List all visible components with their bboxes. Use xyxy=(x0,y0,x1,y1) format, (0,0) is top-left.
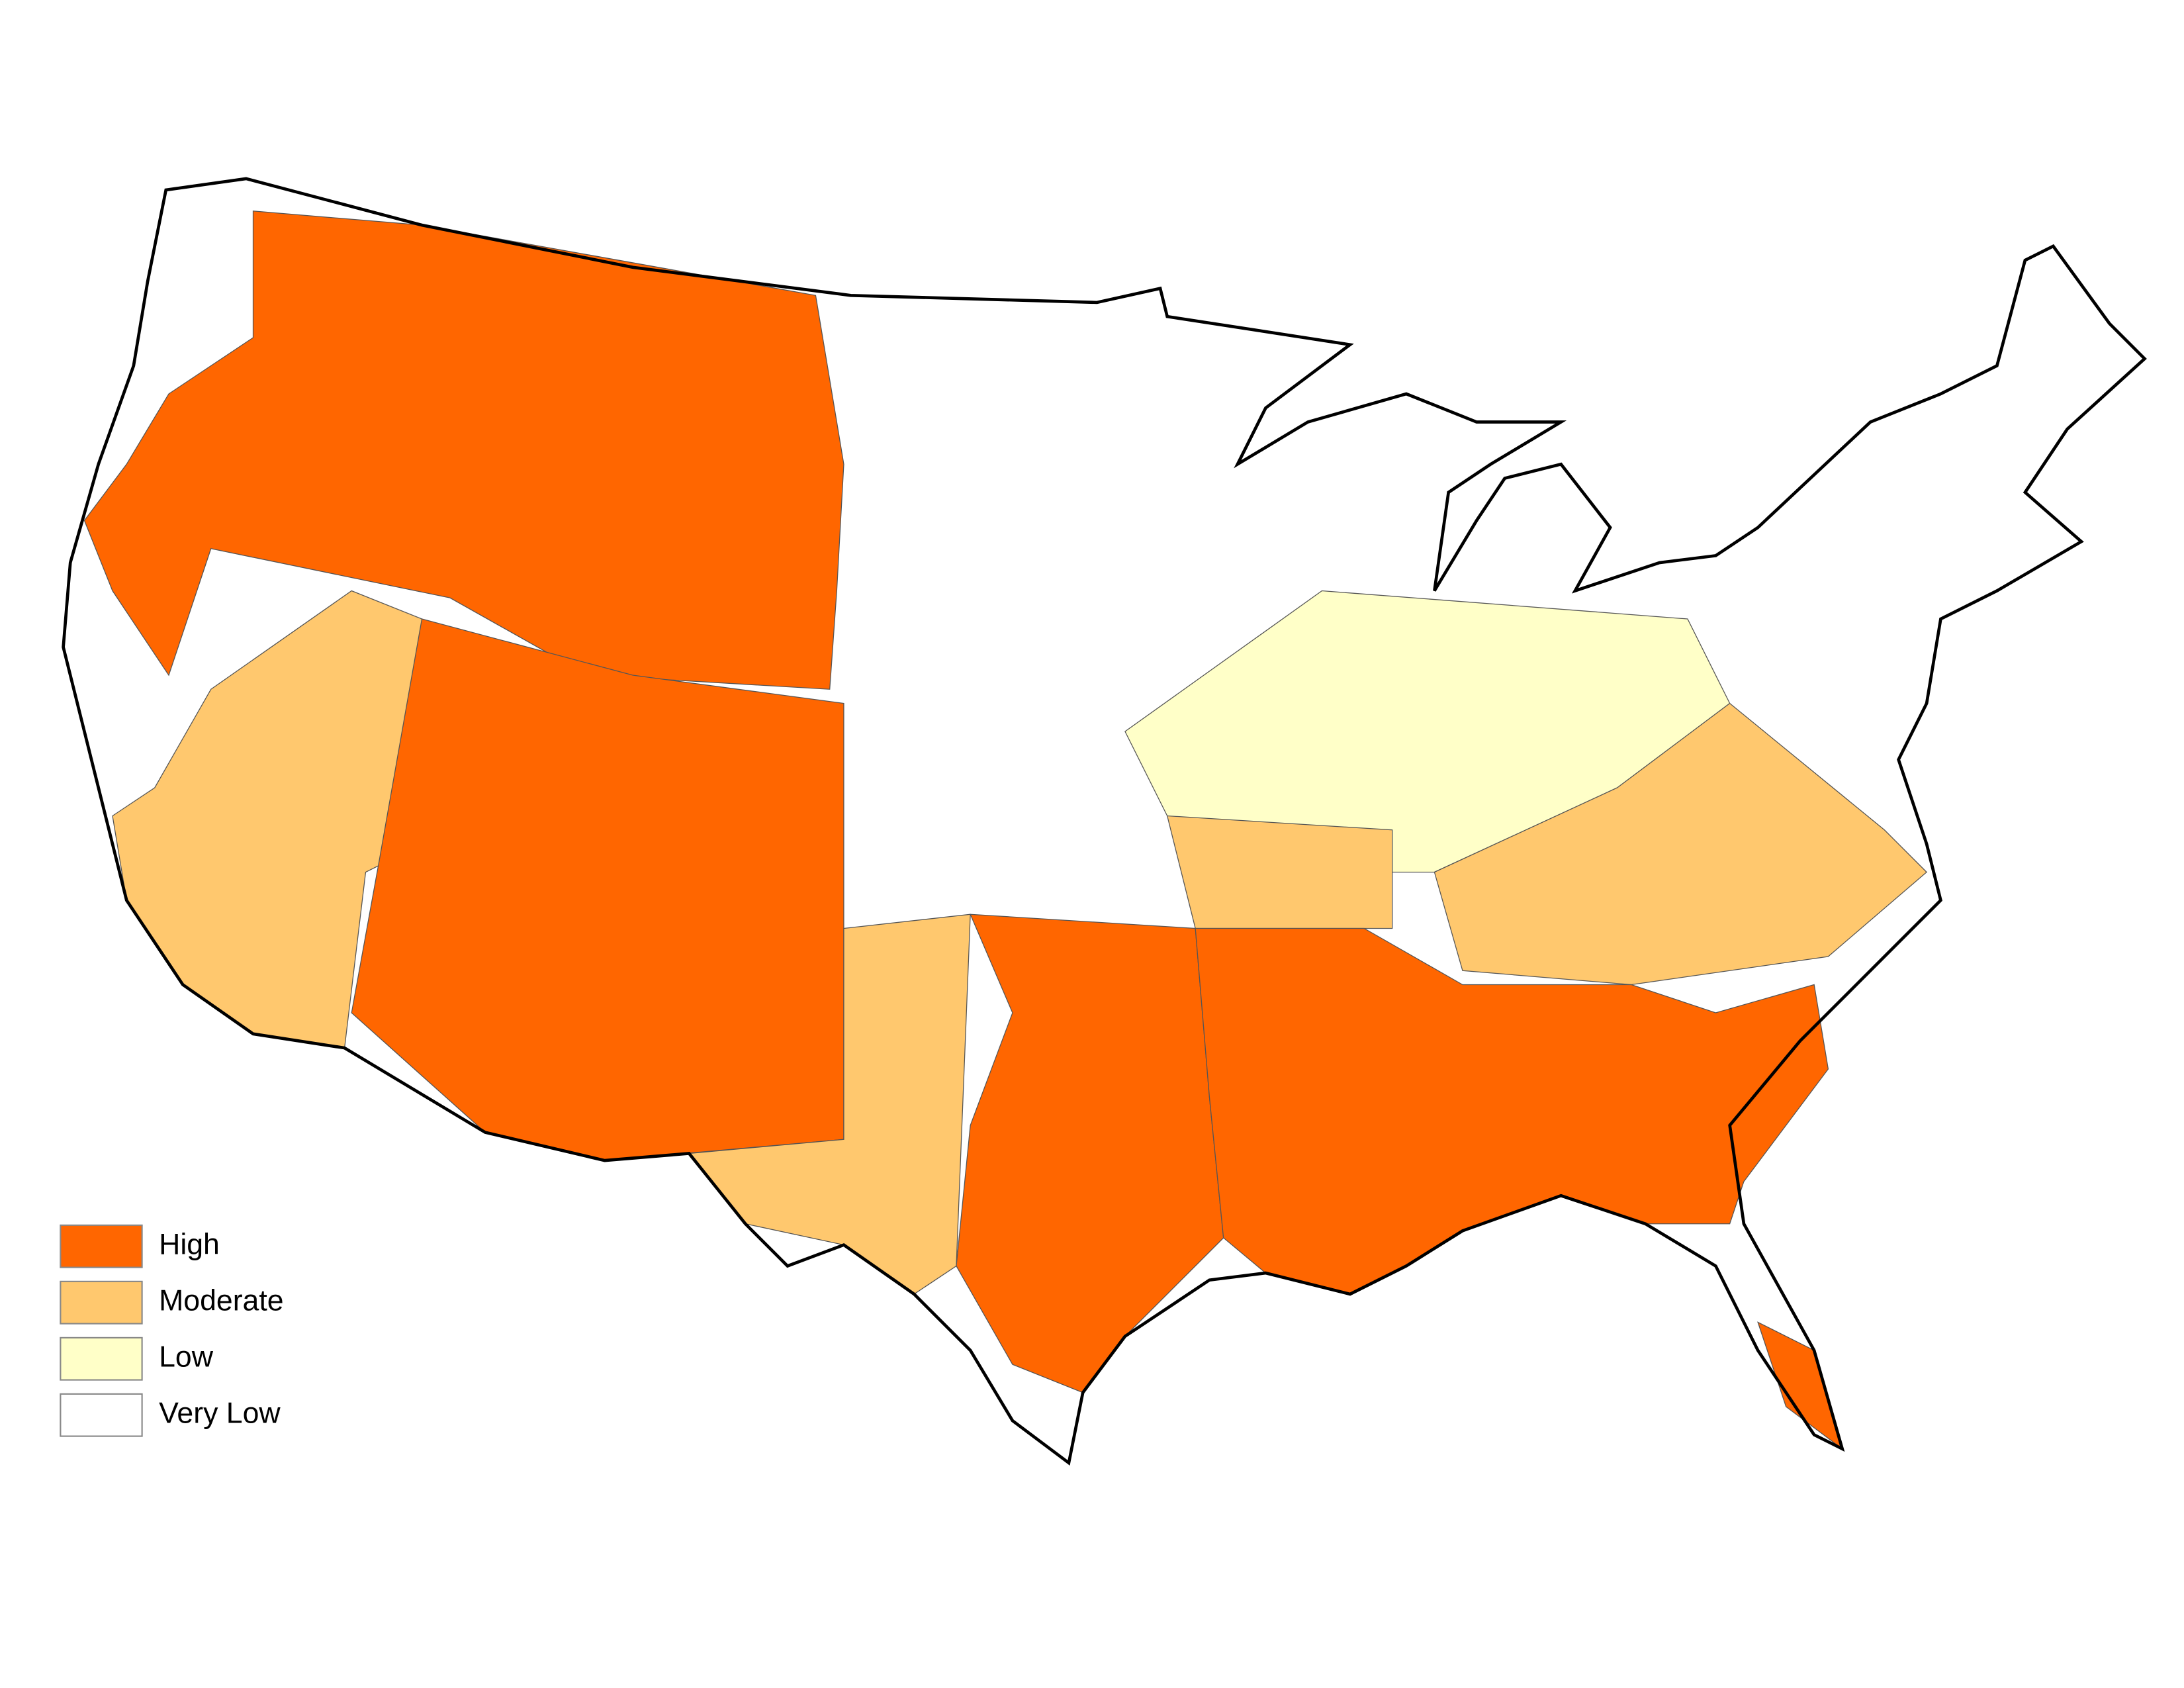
legend-label: Very Low xyxy=(159,1397,281,1429)
region-high-four-corners xyxy=(351,618,844,1161)
legend-label: Low xyxy=(159,1341,214,1374)
legend-label: Moderate xyxy=(159,1285,283,1317)
legend: High Moderate Low Very Low xyxy=(60,1224,284,1437)
region-high-northwest xyxy=(83,211,844,690)
region-moderate-missouri xyxy=(1166,815,1393,929)
legend-label: High xyxy=(159,1229,220,1261)
legend-swatch xyxy=(60,1336,143,1381)
legend-swatch xyxy=(60,1393,143,1437)
legend-swatch xyxy=(60,1224,143,1268)
us-map xyxy=(62,177,2147,1466)
us-outline xyxy=(62,177,2147,1466)
region-moderate-appalachia xyxy=(1433,702,1928,986)
legend-swatch xyxy=(60,1280,143,1325)
